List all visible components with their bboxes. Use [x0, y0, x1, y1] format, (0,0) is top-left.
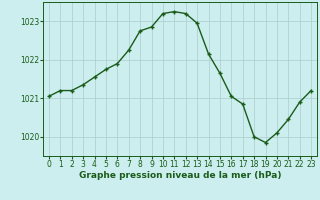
X-axis label: Graphe pression niveau de la mer (hPa): Graphe pression niveau de la mer (hPa) — [79, 171, 281, 180]
